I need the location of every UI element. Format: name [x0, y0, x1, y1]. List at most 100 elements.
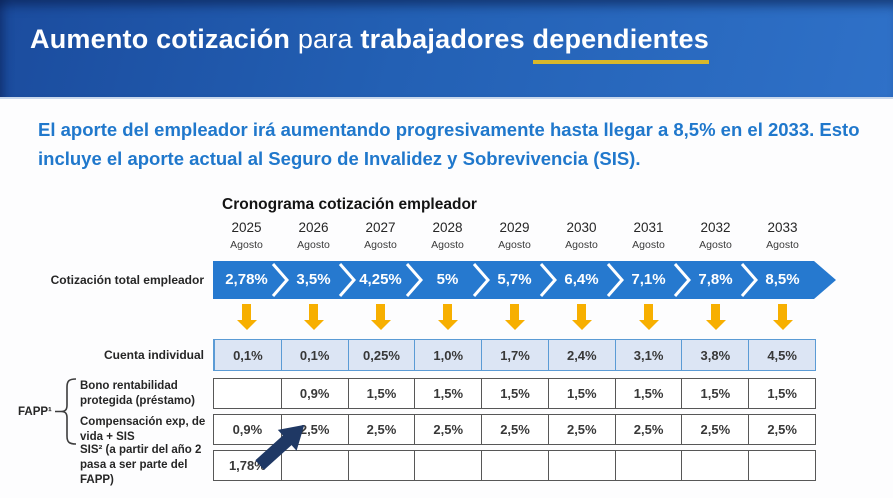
year-label: 2032: [700, 220, 731, 235]
header-banner: Aumento cotización para trabajadores dep…: [0, 0, 893, 99]
down-arrow-icon: [772, 304, 793, 330]
down-arrow-icon: [437, 304, 458, 330]
year-column-header: 2028 Agosto: [414, 217, 481, 261]
value-cell: 2,4%: [547, 340, 615, 370]
value-cell: 2,5%: [547, 415, 615, 444]
row-label: Compensación exp, de vida + SIS: [80, 415, 206, 443]
arrow-cell: [749, 304, 816, 339]
value-cell: 1,78%: [228, 458, 266, 473]
slide-title: Aumento cotización para trabajadores dep…: [30, 24, 709, 64]
year-label: 2029: [499, 220, 530, 235]
arrow-cell: [615, 304, 682, 339]
value-cell: [614, 451, 682, 480]
value-cell: 0,1%: [280, 340, 348, 370]
value-cell: 1,7%: [481, 340, 548, 370]
band-value: 8,5%: [765, 271, 800, 288]
value-cell: 3,8%: [681, 340, 748, 370]
down-arrow-icon: [370, 304, 391, 330]
down-arrow-icon: [638, 304, 659, 330]
year-columns: 2025 Agosto 2026 Agosto 2027 Agosto 2028 Ago…: [213, 217, 816, 261]
value-cell: 2,5%: [681, 415, 748, 444]
band-value: 7,1%: [631, 271, 666, 288]
month-label: Agosto: [766, 239, 799, 251]
value-cell: 2,5%: [481, 415, 548, 444]
title-regular-part: para: [297, 24, 353, 54]
value-cell: [214, 379, 281, 408]
row-label: SIS² (a partir del año 2 pasa a ser part…: [80, 444, 202, 486]
row-label: Cuenta individual: [103, 348, 204, 362]
value-cell: [748, 451, 815, 480]
year-label: 2025: [231, 220, 262, 235]
year-column-header: 2030 Agosto: [548, 217, 615, 261]
sis-to-fapp-arrow-icon: [255, 424, 305, 470]
label-spacer: [0, 304, 213, 339]
year-label: 2033: [767, 220, 798, 235]
value-cell: 4,5%: [748, 340, 815, 370]
value-cell: 1,5%: [681, 379, 748, 408]
value-cell: 1,5%: [481, 379, 548, 408]
title-bold-part: Aumento cotización: [30, 24, 291, 54]
band-row-label: Cotización total empleador: [50, 273, 204, 287]
title-bold-part-2: trabajadores: [360, 24, 525, 54]
arrow-cell: [481, 304, 548, 339]
value-cell: [347, 451, 415, 480]
row-cells: 0,9% 1,5% 1,5% 1,5% 1,5% 1,5% 1,5% 1,5%: [213, 378, 816, 409]
year-column-header: 2031 Agosto: [615, 217, 682, 261]
down-arrow-icon: [504, 304, 525, 330]
table-row-compensacion: Compensación exp, de vida + SIS 0,9% 2,5…: [0, 414, 893, 445]
year-column-header: 2029 Agosto: [481, 217, 548, 261]
value-cell: [481, 451, 548, 480]
band-value: 7,8%: [698, 271, 733, 288]
value-cell: 3,1%: [614, 340, 682, 370]
table-row-sis: SIS² (a partir del año 2 pasa a ser part…: [0, 444, 893, 486]
value-cell: 1,5%: [414, 379, 481, 408]
fapp-annotation: FAPP¹: [18, 378, 78, 445]
row-label: Bono rentabilidad protegida (préstamo): [80, 379, 196, 407]
down-arrow-icon: [303, 304, 324, 330]
chart-grid: 2025 Agosto 2026 Agosto 2027 Agosto 2028 Ago…: [0, 217, 893, 486]
value-cell: [414, 451, 481, 480]
arrow-columns: [213, 304, 816, 339]
label-spacer: [0, 217, 213, 261]
year-column-header: 2032 Agosto: [682, 217, 749, 261]
month-label: Agosto: [498, 239, 531, 251]
band-value: 2,78%: [225, 271, 268, 288]
value-cell: 1,5%: [347, 379, 415, 408]
year-label: 2027: [365, 220, 396, 235]
month-label: Agosto: [431, 239, 464, 251]
band-value: 4,25%: [359, 271, 402, 288]
month-label: Agosto: [297, 239, 330, 251]
intro-paragraph: El aporte del empleador irá aumentando p…: [38, 119, 860, 169]
year-column-header: 2033 Agosto: [749, 217, 816, 261]
value-cell: 2,5%: [347, 415, 415, 444]
year-label: 2028: [432, 220, 463, 235]
total-contribution-band-row: Cotización total empleador 2,78% 3,5% 4,…: [0, 261, 893, 299]
value-cell: 1,5%: [614, 379, 682, 408]
row-cells: 0,9% 2,5% 2,5% 2,5% 2,5% 2,5% 2,5% 2,5% …: [213, 414, 816, 445]
band-value: 3,5%: [296, 271, 331, 288]
year-column-header: 2025 Agosto: [213, 217, 280, 261]
value-cell: 1,0%: [414, 340, 481, 370]
value-cell: [681, 451, 748, 480]
year-column-header: 2027 Agosto: [347, 217, 414, 261]
value-cell: 0,9%: [280, 379, 348, 408]
chevron-ribbon-shape: [213, 261, 836, 299]
total-contribution-band: 2,78% 3,5% 4,25% 5% 5,7% 6,4% 7,1% 7,8% …: [213, 261, 836, 299]
chart-title: Cronograma cotización empleador: [222, 196, 477, 213]
value-cell: [280, 451, 348, 480]
down-arrow-icon: [236, 304, 257, 330]
down-arrows-row: [0, 299, 893, 339]
down-arrow-icon: [705, 304, 726, 330]
value-cell: 1,5%: [748, 379, 815, 408]
value-cell: 2,5%: [414, 415, 481, 444]
down-arrow-icon: [571, 304, 592, 330]
arrow-cell: [347, 304, 414, 339]
value-cell: 0,9%: [232, 422, 263, 437]
value-cell: 0,25%: [347, 340, 415, 370]
year-column-header: 2026 Agosto: [280, 217, 347, 261]
band-value: 6,4%: [564, 271, 599, 288]
band-value: 5%: [436, 271, 459, 288]
band-value: 5,7%: [497, 271, 532, 288]
year-label: 2030: [566, 220, 597, 235]
